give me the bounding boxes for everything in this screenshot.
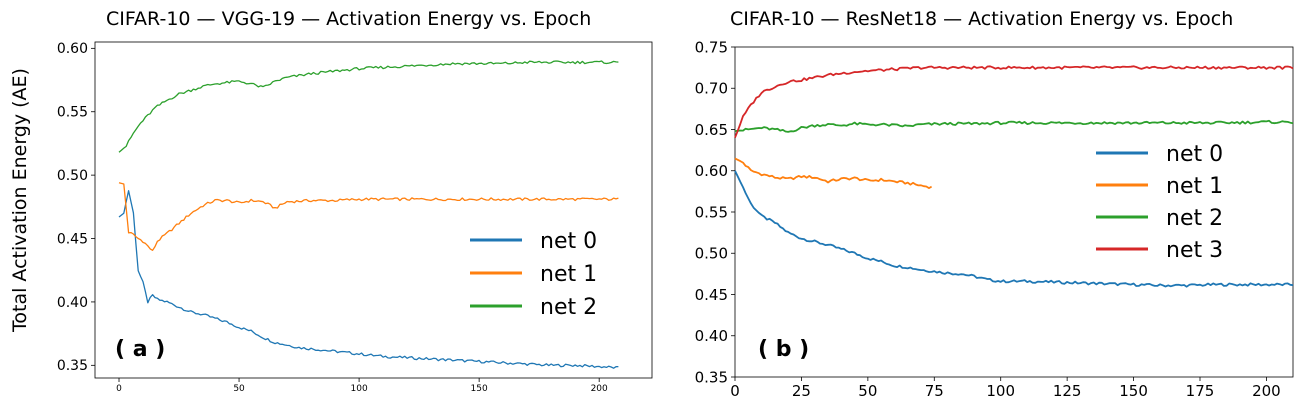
chart-b-xtick-label: 175 (1186, 382, 1215, 400)
chart-b-xtick-label: 200 (1252, 382, 1281, 400)
chart-b-ytick-label: 0.40 (695, 327, 728, 345)
chart-a-xtick-label: 0 (116, 384, 122, 394)
chart-a-ytick-label: 0.45 (57, 231, 88, 247)
chart-b-ytick-label: 0.45 (695, 286, 728, 304)
chart-b-legend-label-net-1: net 1 (1166, 174, 1223, 199)
chart-b-legend-label-net-3: net 3 (1166, 238, 1223, 263)
chart-a-ytick-label: 0.50 (57, 168, 88, 184)
chart-a-ytick-label: 0.55 (57, 105, 88, 121)
chart-a-xtick-label: 50 (233, 384, 245, 394)
chart-b-xtick-label: 100 (986, 382, 1015, 400)
chart-b-xtick-label: 50 (858, 382, 877, 400)
chart-b-ytick-label: 0.60 (695, 162, 728, 180)
chart-a-ytick-label: 0.60 (57, 41, 88, 57)
chart-a-series-line-net-1 (118, 182, 619, 251)
chart-b-series-line-net-3 (734, 65, 1294, 139)
chart-a-xtick-label: 200 (591, 384, 608, 394)
chart-b-legend-label-net-2: net 2 (1166, 206, 1223, 231)
chart-a-legend-label-net-2: net 2 (540, 295, 597, 320)
chart-b-ytick-label: 0.55 (695, 203, 728, 221)
chart-a-series-line-net-2 (118, 60, 619, 153)
chart-a-xtick-label: 150 (471, 384, 488, 394)
chart-b-series-line-net-1 (734, 157, 933, 189)
chart-b-xtick-label: 0 (730, 382, 740, 400)
chart-a-panel-label: ( a ) (115, 337, 165, 362)
chart-b-ytick-label: 0.75 (695, 38, 728, 56)
chart-b-xtick-label: 75 (925, 382, 944, 400)
chart-b-series-line-net-0 (734, 170, 1294, 288)
chart-a-legend-label-net-0: net 0 (540, 229, 597, 254)
chart-b-ytick-label: 0.70 (695, 80, 728, 98)
chart-b-title: CIFAR-10 — ResNet18 — Activation Energy … (730, 8, 1234, 30)
chart-a-legend-label-net-1: net 1 (540, 262, 597, 287)
chart-a-ytick-label: 0.40 (57, 295, 88, 311)
chart-b-ytick-label: 0.35 (695, 368, 728, 386)
chart-b-panel-label: ( b ) (758, 337, 809, 362)
chart-b-xtick-label: 150 (1119, 382, 1148, 400)
chart-b-ytick-label: 0.65 (695, 121, 728, 139)
chart-a-xtick-label: 100 (351, 384, 368, 394)
chart-b-xtick-label: 125 (1053, 382, 1082, 400)
chart-a-plot-frame (94, 41, 653, 379)
chart-b-series-line-net-2 (734, 119, 1294, 133)
chart-a-ytick-label: 0.35 (57, 358, 88, 374)
chart-a-title: CIFAR-10 — VGG-19 — Activation Energy vs… (106, 8, 592, 30)
chart-a-series-line-net-0 (118, 190, 619, 369)
chart-b-legend-label-net-0: net 0 (1166, 142, 1223, 167)
chart-b-xtick-label: 25 (792, 382, 811, 400)
chart-b-ytick-label: 0.50 (695, 245, 728, 263)
